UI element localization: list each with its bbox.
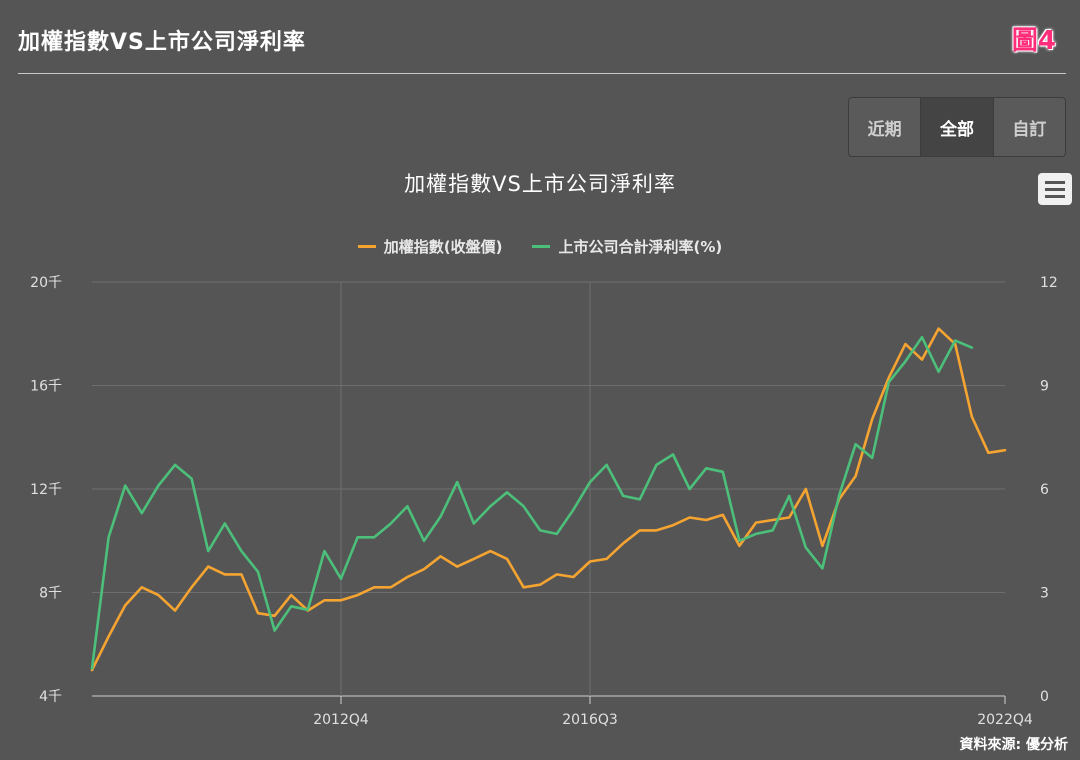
chart-legend: 加權指數(收盤價) 上市公司合計淨利率(%) [0,236,1080,257]
left-axis-tick-label: 16千 [30,379,62,395]
right-axis-tick-label: 3 [1040,586,1049,602]
right-axis-tick-label: 12 [1040,275,1058,291]
range-selector: 近期 全部 自訂 [848,97,1066,157]
right-axis-tick-label: 9 [1040,379,1049,395]
legend-item-margin[interactable]: 上市公司合計淨利率(%) [532,236,722,257]
legend-label-index: 加權指數(收盤價) [383,238,503,256]
legend-label-margin: 上市公司合計淨利率(%) [558,238,723,256]
x-axis-tick-label: 2022Q4 [977,712,1033,728]
legend-swatch-margin [532,245,551,248]
header-divider [18,73,1066,74]
right-axis-tick-label: 0 [1040,689,1049,705]
legend-item-index[interactable]: 加權指數(收盤價) [357,236,503,257]
range-button-custom[interactable]: 自訂 [1012,119,1047,140]
chart-title: 加權指數VS上市公司淨利率 [404,172,676,196]
source-note: 資料來源: 優分析 [959,737,1068,753]
left-axis-tick-label: 4千 [39,689,62,705]
series-line-net-margin [90,335,974,670]
series-line-index [90,327,1007,672]
page-title: 加權指數VS上市公司淨利率 [18,30,306,55]
left-axis-tick-label: 20千 [30,275,62,291]
x-axis-tick-label: 2016Q3 [562,712,618,728]
left-axis-tick-label: 12千 [30,482,62,498]
legend-swatch-index [357,245,376,248]
left-axis-tick-label: 8千 [39,586,62,602]
hamburger-menu-icon[interactable] [1038,173,1072,205]
x-axis-tick-label: 2012Q4 [313,712,369,728]
right-axis-tick-label: 6 [1040,482,1049,498]
range-button-all[interactable]: 全部 [921,98,994,156]
figure-badge: 圖4 [1011,26,1056,56]
range-button-recent[interactable]: 近期 [849,98,922,156]
